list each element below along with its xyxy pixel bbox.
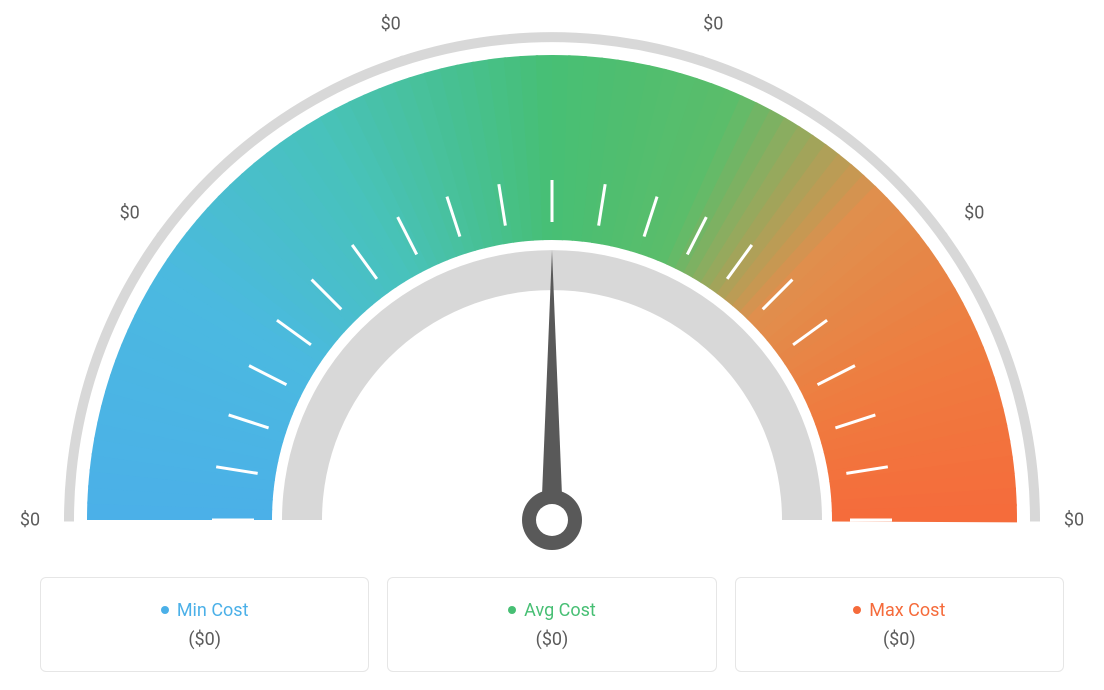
legend-label-avg: Avg Cost xyxy=(524,600,596,621)
legend-card-min: Min Cost ($0) xyxy=(40,577,369,672)
gauge-tick-label: $0 xyxy=(964,203,984,224)
legend-value-max: ($0) xyxy=(883,629,916,650)
legend-dot-max xyxy=(853,606,861,614)
legend-dot-avg xyxy=(508,606,516,614)
legend-card-avg: Avg Cost ($0) xyxy=(387,577,716,672)
legend-label-max: Max Cost xyxy=(869,600,945,621)
gauge-tick-label: $0 xyxy=(381,13,401,34)
legend-row: Min Cost ($0) Avg Cost ($0) Max Cost ($0… xyxy=(40,577,1064,672)
legend-value-min: ($0) xyxy=(188,629,221,650)
cost-gauge-widget: $0 $0 $0 $0 $0 $0 Min Cost ($0) Avg Cost ($0)… xyxy=(0,0,1104,690)
legend-label-min: Min Cost xyxy=(177,600,249,621)
gauge-tick-label: $0 xyxy=(1064,510,1084,531)
legend-card-max: Max Cost ($0) xyxy=(735,577,1064,672)
gauge-tick-label: $0 xyxy=(703,13,723,34)
legend-dot-min xyxy=(161,606,169,614)
legend-value-avg: ($0) xyxy=(536,629,569,650)
gauge-tick-label: $0 xyxy=(120,203,140,224)
gauge-chart xyxy=(0,0,1104,560)
gauge-tick-label: $0 xyxy=(20,510,40,531)
